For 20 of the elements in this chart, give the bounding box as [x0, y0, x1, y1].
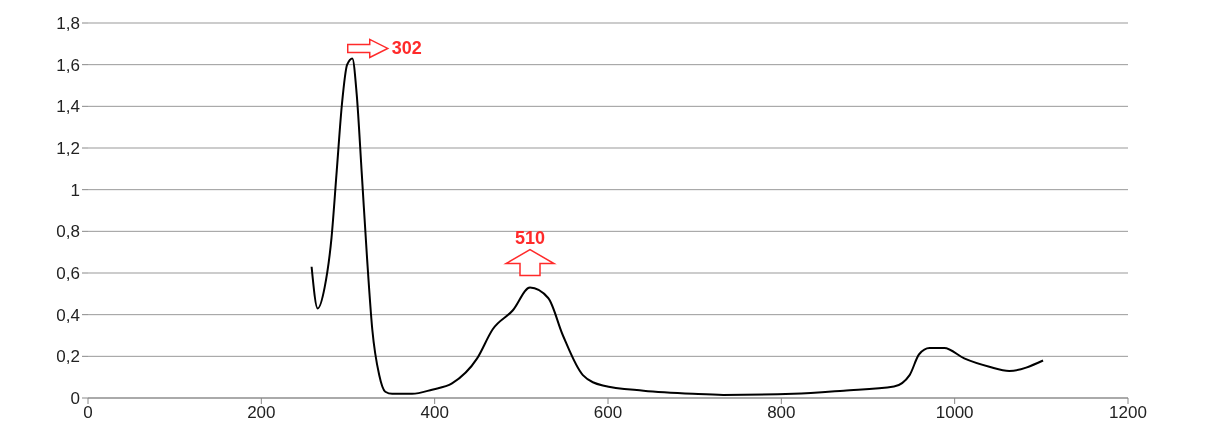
y-tick-label: 0,6 — [56, 264, 80, 284]
x-tick-label: 0 — [83, 403, 93, 423]
y-tick-label: 1,6 — [56, 55, 80, 75]
y-tick-label: 0,2 — [56, 347, 80, 367]
y-tick-label: 1,8 — [56, 14, 80, 34]
x-tick-label: 1200 — [1109, 403, 1147, 423]
y-tick-label: 1,4 — [56, 97, 80, 117]
y-tick-label: 0,4 — [56, 305, 80, 325]
annotation: 302 — [391, 38, 422, 59]
x-tick-label: 1000 — [935, 403, 974, 423]
annotation: 510 — [514, 227, 546, 248]
x-tick-label: 800 — [767, 403, 796, 423]
y-tick-label: 1 — [70, 180, 80, 200]
line-series — [310, 57, 1045, 396]
y-tick-label: 0,8 — [56, 222, 80, 242]
y-tick-label: 1,2 — [56, 139, 80, 159]
x-tick-label: 600 — [593, 403, 623, 423]
x-tick-label: 400 — [420, 403, 449, 423]
x-tick-label: 200 — [247, 403, 276, 423]
y-tick-label: 0 — [70, 389, 80, 409]
